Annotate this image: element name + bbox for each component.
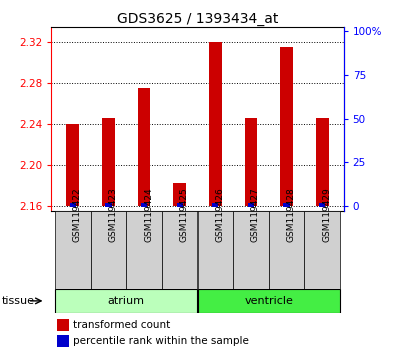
Bar: [90, 211, 126, 289]
Bar: [284, 204, 290, 206]
Bar: [212, 204, 218, 206]
Text: GSM119429: GSM119429: [322, 187, 331, 242]
Bar: [70, 204, 76, 206]
Text: atrium: atrium: [108, 296, 145, 306]
Bar: [209, 42, 222, 206]
Bar: [138, 88, 150, 206]
Text: GSM119422: GSM119422: [73, 187, 82, 242]
Bar: [173, 183, 186, 206]
Bar: [305, 211, 340, 289]
Text: GSM119424: GSM119424: [144, 187, 153, 242]
Bar: [141, 204, 147, 206]
Bar: [57, 335, 69, 347]
Text: GSM119425: GSM119425: [180, 187, 189, 242]
Text: GSM119426: GSM119426: [215, 187, 224, 242]
Bar: [102, 118, 115, 206]
Bar: [162, 211, 198, 289]
Bar: [57, 319, 69, 331]
Bar: [66, 124, 79, 206]
Title: GDS3625 / 1393434_at: GDS3625 / 1393434_at: [117, 12, 278, 25]
Text: GSM119427: GSM119427: [251, 187, 260, 242]
Bar: [126, 211, 162, 289]
Text: transformed count: transformed count: [73, 320, 171, 330]
Bar: [55, 289, 198, 313]
Bar: [319, 204, 325, 206]
Bar: [105, 204, 111, 206]
Text: GSM119428: GSM119428: [287, 187, 295, 242]
Bar: [280, 47, 293, 206]
Text: ventricle: ventricle: [245, 296, 293, 306]
Bar: [198, 211, 233, 289]
Bar: [316, 118, 329, 206]
Bar: [55, 211, 90, 289]
Bar: [245, 118, 257, 206]
Bar: [248, 204, 254, 206]
Text: tissue: tissue: [2, 296, 35, 306]
Bar: [269, 211, 305, 289]
Text: percentile rank within the sample: percentile rank within the sample: [73, 336, 249, 346]
Text: GSM119423: GSM119423: [108, 187, 117, 242]
Bar: [198, 289, 340, 313]
Bar: [177, 204, 183, 206]
Bar: [233, 211, 269, 289]
